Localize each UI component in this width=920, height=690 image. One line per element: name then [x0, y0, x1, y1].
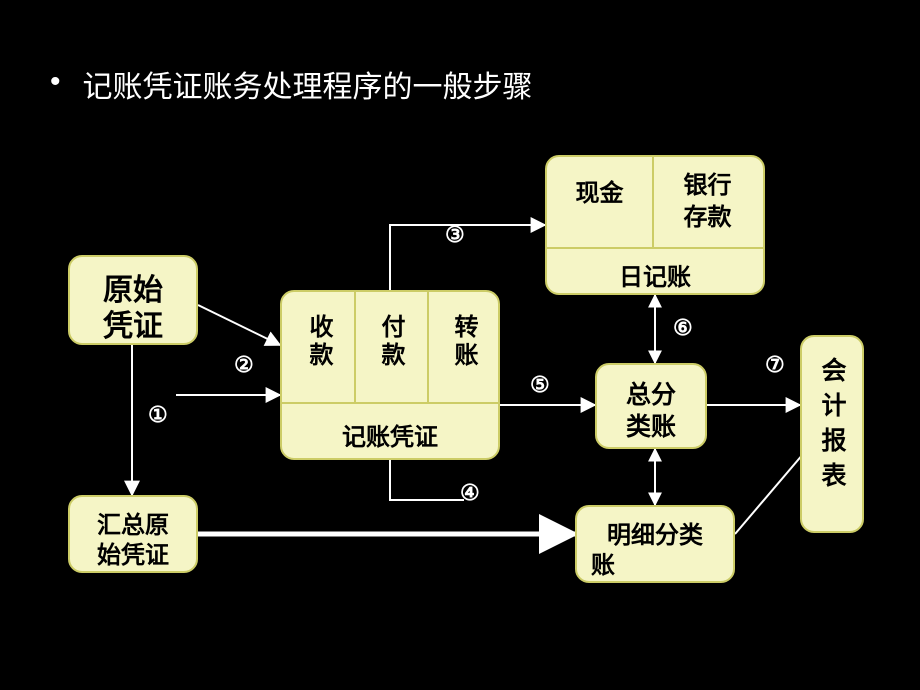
baobiao-label: 会计报表 [802, 357, 862, 497]
node-zongfen: 总分 类账 [595, 363, 707, 449]
edge-label-1: ① [148, 402, 168, 428]
edge-3 [390, 225, 545, 290]
jizhang-col2: 付款 [354, 314, 427, 370]
node-jizhang: 收款 付款 转账 记账凭证 [280, 290, 500, 460]
riji-cell1: 现金 [547, 173, 652, 208]
jizhang-col3: 转账 [427, 314, 500, 370]
node-huizong: 汇总原 始凭证 [68, 495, 198, 573]
edge-label-4: ④ [460, 480, 480, 506]
riji-footer: 日记账 [547, 257, 763, 292]
edge-label-5: ⑤ [530, 372, 550, 398]
node-yuanshi: 原始 凭证 [68, 255, 198, 345]
yuanshi-line2: 凭证 [70, 301, 196, 345]
node-riji: 现金 银行 存款 日记账 [545, 155, 765, 295]
riji-cell2b: 存款 [652, 197, 763, 232]
slide-title: 记账凭证账务处理程序的一般步骤 [83, 62, 533, 106]
edge-yuanshi-to-jizhang [198, 305, 280, 345]
bullet-icon: • [50, 65, 61, 99]
edge-4 [390, 460, 464, 500]
slide-title-row: • 记账凭证账务处理程序的一般步骤 [50, 62, 533, 106]
diagram-root: • 记账凭证账务处理程序的一般步骤 [0, 0, 920, 690]
riji-cell2a: 银行 [652, 165, 763, 200]
zongfen-line2: 类账 [597, 407, 705, 443]
jizhang-col1: 收款 [282, 314, 354, 370]
zongfen-line1: 总分 [597, 375, 705, 411]
edge-label-7: ⑦ [765, 352, 785, 378]
edge-label-3: ③ [445, 222, 465, 248]
node-baobiao: 会计报表 [800, 335, 864, 533]
jizhang-footer: 记账凭证 [282, 417, 498, 452]
edge-label-2: ② [234, 352, 254, 378]
edge-label-6: ⑥ [673, 315, 693, 341]
mingxi-line2: 账 [577, 545, 733, 580]
node-mingxi: 明细分类 账 [575, 505, 735, 583]
huizong-line2: 始凭证 [70, 535, 196, 570]
